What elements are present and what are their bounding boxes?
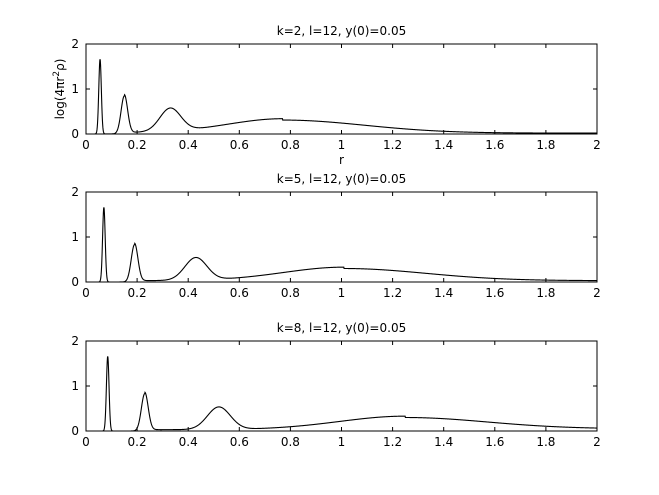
peak-point bbox=[103, 207, 104, 208]
y-axis-label-main: log(4πr bbox=[53, 77, 67, 120]
x-tick-label: 1.6 bbox=[485, 435, 504, 449]
plot-frame bbox=[85, 191, 598, 283]
y-tick-label: 2 bbox=[71, 334, 79, 348]
y-axis-label-end: ρ) bbox=[53, 59, 67, 71]
x-tick-label: 1.8 bbox=[536, 138, 555, 152]
peak-point bbox=[218, 408, 219, 409]
y-tick-label: 1 bbox=[71, 230, 79, 244]
chart-panel-2: k=5, l=12, y(0)=0.05 0 0.2 0.4 0.6 0.8 1 1.2 1.4… bbox=[71, 172, 600, 300]
series-line bbox=[86, 356, 597, 432]
x-tick-label: 1.4 bbox=[434, 138, 453, 152]
y-axis-label: log(4πr2ρ) bbox=[52, 59, 67, 120]
peak-point bbox=[134, 244, 135, 245]
x-tick-label: 0.8 bbox=[281, 138, 300, 152]
x-tick-label: 0.4 bbox=[179, 286, 198, 300]
peak-point bbox=[144, 393, 145, 394]
x-tick-label: 0.8 bbox=[281, 286, 300, 300]
peak-point bbox=[170, 110, 171, 111]
x-tick-label: 0.4 bbox=[179, 435, 198, 449]
plot-frame bbox=[85, 43, 598, 135]
x-tick-label: 0 bbox=[82, 286, 90, 300]
chart-title: k=5, l=12, y(0)=0.05 bbox=[277, 172, 406, 186]
peak-point bbox=[99, 59, 100, 60]
x-tick-label: 1.6 bbox=[485, 286, 504, 300]
x-tick-label: 0.6 bbox=[230, 138, 249, 152]
x-tick-label: 0.8 bbox=[281, 435, 300, 449]
x-tick-label: 0.6 bbox=[230, 435, 249, 449]
x-tick-label: 1.4 bbox=[434, 435, 453, 449]
x-tick-label: 2 bbox=[593, 286, 601, 300]
y-tick-label: 1 bbox=[71, 82, 79, 96]
peak-point bbox=[107, 356, 108, 357]
y-tick-label: 2 bbox=[71, 37, 79, 51]
x-tick-label: 1.2 bbox=[383, 286, 402, 300]
x-tick-label: 1.8 bbox=[536, 435, 555, 449]
x-tick-label: 0.6 bbox=[230, 286, 249, 300]
y-tick-label: 0 bbox=[71, 127, 79, 141]
peak-point bbox=[405, 417, 406, 418]
chart-panel-1: k=2, l=12, y(0)=0.05 0 0.2 0.4 0.6 0.8 1 1.2 1.4… bbox=[52, 24, 601, 167]
x-axis-label: r bbox=[339, 153, 344, 167]
y-axis-label-superscript: 2 bbox=[52, 71, 62, 77]
x-tick-label: 0.4 bbox=[179, 138, 198, 152]
x-tick-label: 0.2 bbox=[128, 435, 147, 449]
x-tick-label: 1.2 bbox=[383, 138, 402, 152]
x-tick-label: 0.2 bbox=[128, 138, 147, 152]
y-tick-label: 0 bbox=[71, 275, 79, 289]
x-tick-label: 0 bbox=[82, 138, 90, 152]
x-tick-label: 0.2 bbox=[128, 286, 147, 300]
x-tick-label: 1 bbox=[338, 435, 346, 449]
plot-frame bbox=[85, 340, 598, 432]
chart-title: k=2, l=12, y(0)=0.05 bbox=[277, 24, 406, 38]
y-tick-label: 2 bbox=[71, 185, 79, 199]
x-tick-label: 1.6 bbox=[485, 138, 504, 152]
y-tick-label: 1 bbox=[71, 379, 79, 393]
y-tick-label: 0 bbox=[71, 424, 79, 438]
x-tick-label: 1 bbox=[338, 138, 346, 152]
x-tick-label: 1.2 bbox=[383, 435, 402, 449]
x-tick-label: 1 bbox=[338, 286, 346, 300]
x-tick-label: 1.4 bbox=[434, 286, 453, 300]
peak-point bbox=[195, 259, 196, 260]
x-tick-label: 1.8 bbox=[536, 286, 555, 300]
series-line bbox=[86, 59, 597, 135]
peak-point bbox=[282, 119, 283, 120]
x-tick-label: 2 bbox=[593, 435, 601, 449]
peak-point bbox=[343, 268, 344, 269]
peak-point bbox=[124, 96, 125, 97]
x-tick-label: 2 bbox=[593, 138, 601, 152]
chart-panel-3: k=8, l=12, y(0)=0.05 0 0.2 0.4 0.6 0.8 1 1.2 1.4… bbox=[71, 321, 600, 449]
series-line bbox=[86, 207, 597, 283]
x-tick-label: 0 bbox=[82, 435, 90, 449]
chart-title: k=8, l=12, y(0)=0.05 bbox=[277, 321, 406, 335]
